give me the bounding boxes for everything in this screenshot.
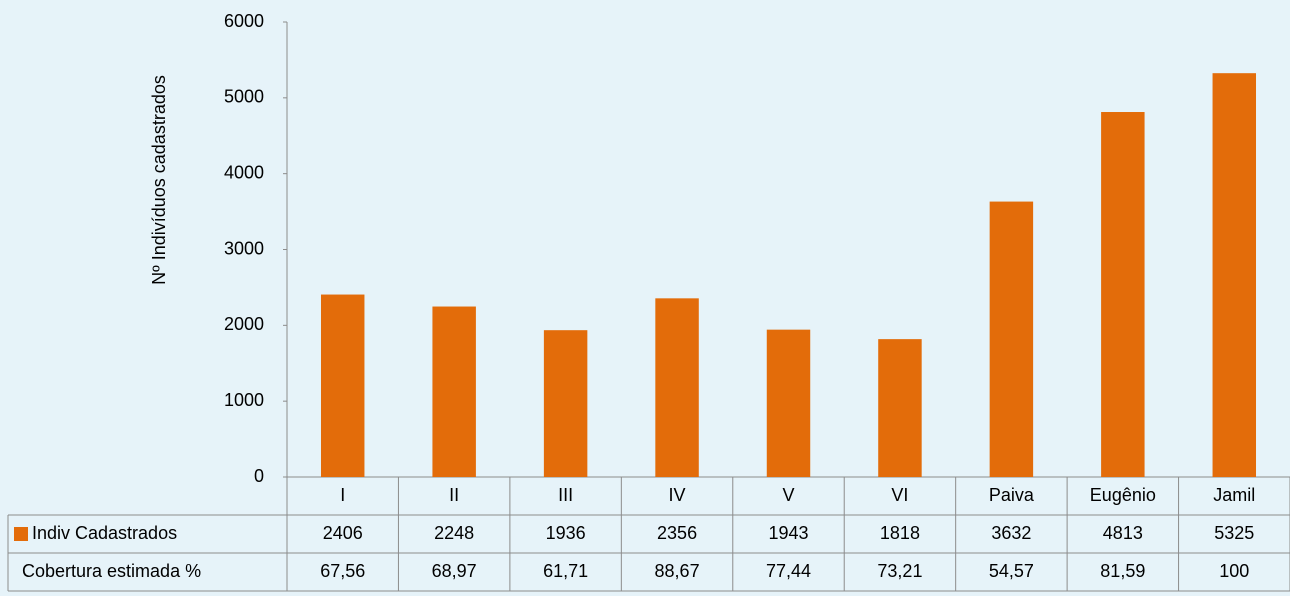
legend-label: Indiv Cadastrados — [32, 523, 177, 543]
bar — [878, 339, 922, 477]
table-value: 100 — [1219, 561, 1249, 581]
table-value: 2406 — [323, 523, 363, 543]
bar — [432, 306, 476, 477]
table-value: 1818 — [880, 523, 920, 543]
bar — [655, 298, 699, 477]
table-value: 77,44 — [766, 561, 811, 581]
table-value: 73,21 — [877, 561, 922, 581]
y-tick-label: 6000 — [224, 11, 264, 31]
table-value: 5325 — [1214, 523, 1254, 543]
table-value: 2248 — [434, 523, 474, 543]
legend-key — [14, 527, 28, 541]
table-value: 1936 — [546, 523, 586, 543]
x-tick-label: V — [782, 485, 794, 505]
x-tick-label: III — [558, 485, 573, 505]
y-tick-label: 3000 — [224, 238, 264, 258]
x-tick-label: VI — [891, 485, 908, 505]
table-value: 4813 — [1103, 523, 1143, 543]
bar — [989, 201, 1034, 477]
x-tick-label: I — [340, 485, 345, 505]
x-tick-label: Jamil — [1213, 485, 1255, 505]
table-value: 1943 — [768, 523, 808, 543]
table-value: 61,71 — [543, 561, 588, 581]
table-value: 68,97 — [432, 561, 477, 581]
bar — [766, 329, 811, 477]
table-value: 81,59 — [1100, 561, 1145, 581]
x-tick-label: Eugênio — [1090, 485, 1156, 505]
bar — [320, 294, 365, 477]
row-label: Cobertura estimada % — [22, 561, 201, 581]
y-axis-label: Nº Indivíduos cadastrados — [149, 75, 169, 285]
y-tick-label: 0 — [254, 466, 264, 486]
x-tick-label: IV — [669, 485, 686, 505]
bar — [1101, 112, 1145, 478]
y-tick-label: 4000 — [224, 162, 264, 182]
x-tick-label: Paiva — [989, 485, 1035, 505]
y-tick-label: 2000 — [224, 314, 264, 334]
table-value: 2356 — [657, 523, 697, 543]
bar — [1212, 73, 1257, 477]
table-value: 88,67 — [655, 561, 700, 581]
y-tick-label: 1000 — [224, 390, 264, 410]
table-value: 3632 — [991, 523, 1031, 543]
x-tick-label: II — [449, 485, 459, 505]
table-value: 67,56 — [320, 561, 365, 581]
table-value: 54,57 — [989, 561, 1034, 581]
bar — [543, 330, 588, 477]
y-tick-label: 5000 — [224, 87, 264, 107]
